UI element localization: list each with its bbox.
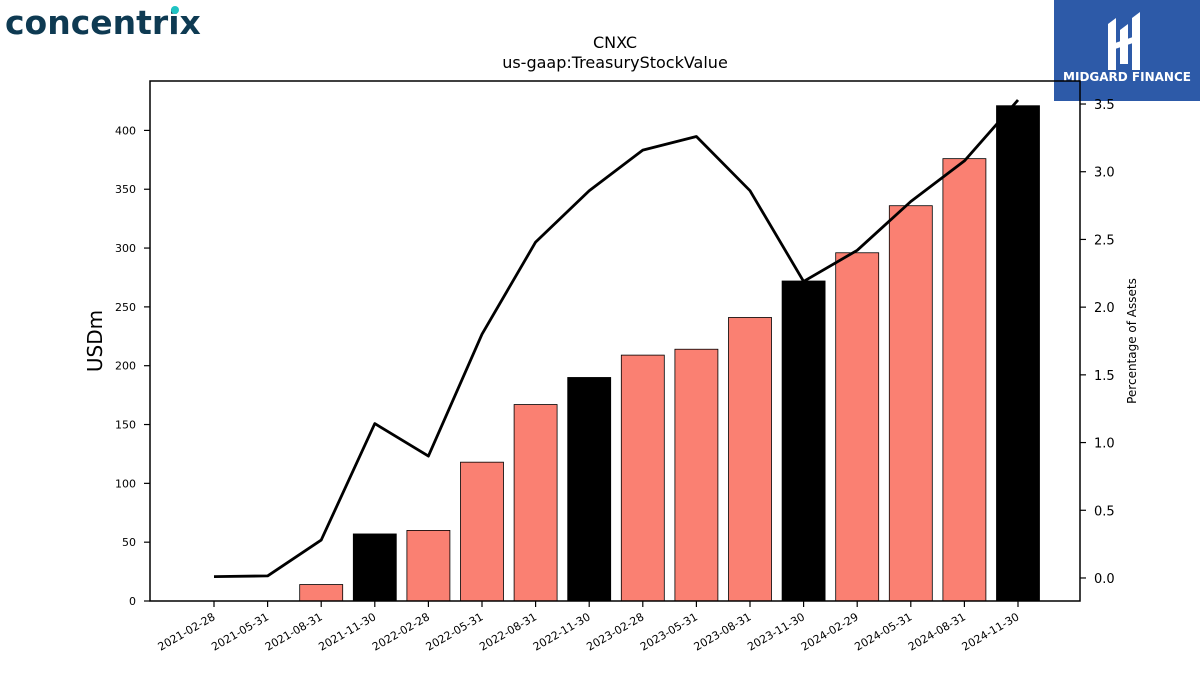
bar: [352, 533, 397, 602]
plot-frame: [149, 80, 1081, 602]
y-tick-label: 200: [115, 360, 136, 373]
y2-tick-label: 2.5: [1094, 233, 1115, 248]
x-tick-label: 2023-05-31: [638, 610, 700, 653]
bar: [299, 584, 344, 602]
x-tick-label: 2023-11-30: [745, 610, 807, 653]
x-tick-label: 2021-05-31: [209, 610, 271, 653]
y-tick-label: 350: [115, 183, 136, 196]
x-tick-label: 2022-02-28: [370, 610, 432, 653]
y2-tick-label: 1.5: [1094, 369, 1115, 384]
y2-axis-label: Percentage of Assets: [1125, 278, 1139, 404]
x-tick-label: 2022-11-30: [531, 610, 593, 653]
x-tick-label: 2024-05-31: [852, 610, 914, 653]
midgard-mark-icon: [1108, 12, 1140, 70]
bar: [781, 280, 826, 602]
publisher-logo: MIDGARD FINANCE: [1054, 0, 1200, 101]
y2-tick-label: 3.5: [1094, 98, 1115, 113]
bar: [406, 530, 451, 602]
company-logo: concentrix: [4, 2, 214, 48]
bar: [835, 252, 880, 602]
y-tick-label: 150: [115, 419, 136, 432]
x-tick-label: 2024-11-30: [960, 610, 1022, 653]
bar: [996, 105, 1040, 602]
logo-dot-icon: [171, 6, 179, 14]
bar: [728, 317, 772, 602]
chart-title: CNXC: [593, 33, 637, 52]
bar: [942, 158, 987, 602]
x-tick-label: 2021-11-30: [316, 610, 378, 653]
y-tick-label: 50: [122, 536, 136, 549]
x-tick-label: 2023-02-28: [584, 610, 646, 653]
x-tick-label: 2024-02-29: [799, 610, 861, 653]
bar: [620, 354, 665, 602]
bar: [460, 461, 504, 602]
x-tick-label: 2021-08-31: [263, 610, 325, 653]
x-tick-label: 2023-08-31: [692, 610, 754, 653]
y-axis-label: USDm: [83, 310, 107, 372]
y2-tick-label: 3.0: [1094, 166, 1115, 181]
bar: [674, 348, 719, 602]
x-tick-label: 2021-02-28: [156, 610, 218, 653]
x-tick-label: 2022-05-31: [424, 610, 486, 653]
company-logo-text: concentrix: [5, 3, 201, 42]
bar: [888, 205, 933, 602]
y-tick-label: 250: [115, 301, 136, 314]
y2-tick-label: 0.5: [1094, 504, 1115, 519]
publisher-logo-text: MIDGARD FINANCE: [1063, 70, 1191, 84]
bar: [513, 404, 558, 602]
y-tick-label: 400: [115, 124, 136, 137]
y-tick-label: 300: [115, 242, 136, 255]
bar: [567, 377, 612, 602]
series-line: [213, 99, 1020, 578]
chart-subtitle: us-gaap:TreasuryStockValue: [502, 53, 728, 72]
y2-tick-label: 1.0: [1094, 437, 1115, 452]
y-tick-label: 0: [129, 595, 136, 608]
x-tick-label: 2022-08-31: [477, 610, 539, 653]
y2-tick-label: 2.0: [1094, 301, 1115, 316]
y-tick-label: 100: [115, 477, 136, 490]
y2-tick-label: 0.0: [1094, 572, 1115, 587]
x-tick-label: 2024-08-31: [906, 610, 968, 653]
